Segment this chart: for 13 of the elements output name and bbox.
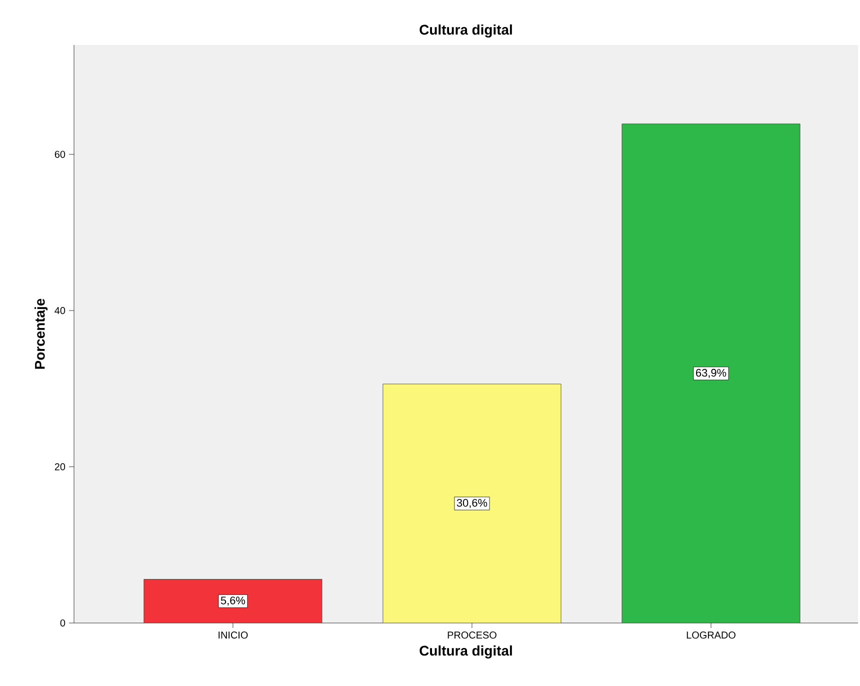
- y-tick-label: 20: [54, 463, 66, 470]
- x-tick-label: INICIO: [218, 632, 248, 639]
- data-label: 63,9%: [696, 368, 726, 378]
- data-label: 30,6%: [456, 498, 488, 508]
- x-tick-label: LOGRADO: [686, 632, 736, 639]
- chart-title: Cultura digital: [420, 24, 512, 38]
- x-tick-label: PROCESO: [448, 632, 496, 639]
- x-axis-title: Cultura digital: [420, 645, 512, 658]
- y-tick-label: 40: [54, 307, 66, 314]
- data-label: 5,6%: [220, 596, 246, 606]
- y-tick-label: 60: [54, 150, 66, 158]
- y-tick-label: 0: [60, 619, 66, 627]
- y-axis-title: Porcentaje: [34, 298, 48, 369]
